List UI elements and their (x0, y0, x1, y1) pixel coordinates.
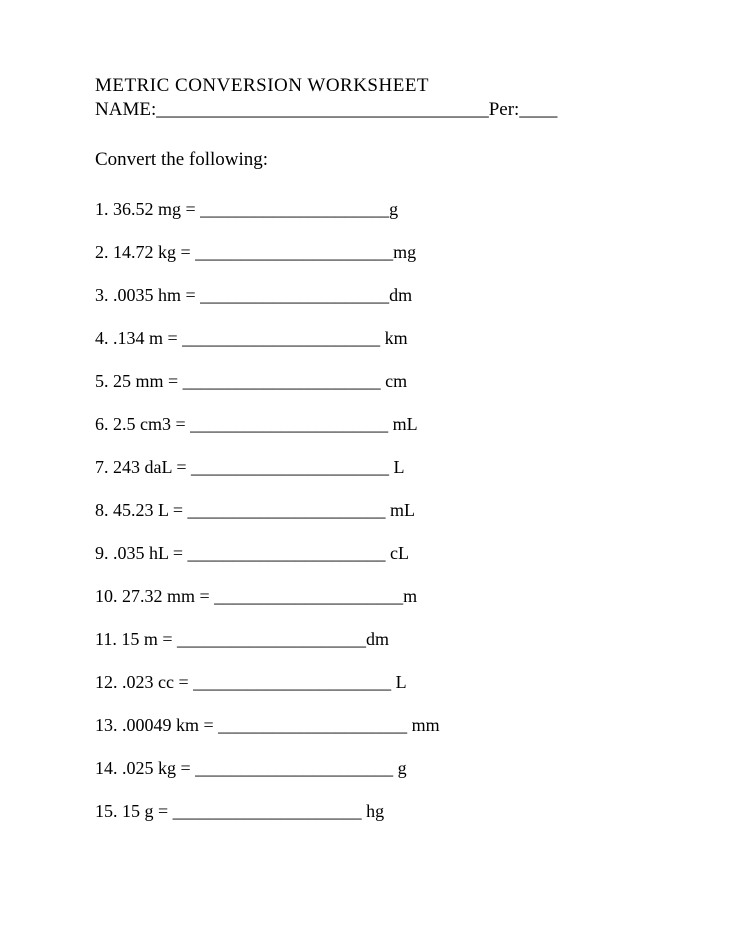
name-blank: ___________________________________ (156, 99, 489, 120)
problem-item: 14. .025 kg = ______________________ g (95, 758, 646, 779)
problem-item: 8. 45.23 L = ______________________ mL (95, 500, 646, 521)
problem-item: 6. 2.5 cm3 = ______________________ mL (95, 414, 646, 435)
problem-item: 2. 14.72 kg = ______________________mg (95, 242, 646, 263)
problem-item: 10. 27.32 mm = _____________________m (95, 586, 646, 607)
problem-item: 11. 15 m = _____________________dm (95, 629, 646, 650)
problem-item: 9. .035 hL = ______________________ cL (95, 543, 646, 564)
worksheet-title: METRIC CONVERSION WORKSHEET (95, 75, 646, 97)
problem-item: 3. .0035 hm = _____________________dm (95, 285, 646, 306)
problem-item: 4. .134 m = ______________________ km (95, 328, 646, 349)
problems-list: 1. 36.52 mg = _____________________g 2. … (95, 199, 646, 822)
problem-item: 12. .023 cc = ______________________ L (95, 672, 646, 693)
per-label: Per: (489, 99, 520, 120)
problem-item: 1. 36.52 mg = _____________________g (95, 199, 646, 220)
name-period-line: NAME:___________________________________… (95, 99, 646, 121)
problem-item: 15. 15 g = _____________________ hg (95, 801, 646, 822)
name-label: NAME: (95, 99, 156, 120)
problem-item: 5. 25 mm = ______________________ cm (95, 371, 646, 392)
worksheet-header: METRIC CONVERSION WORKSHEET NAME:_______… (95, 75, 646, 121)
problem-item: 7. 243 daL = ______________________ L (95, 457, 646, 478)
per-blank: ____ (519, 99, 557, 120)
instruction-text: Convert the following: (95, 149, 646, 171)
problem-item: 13. .00049 km = _____________________ mm (95, 715, 646, 736)
